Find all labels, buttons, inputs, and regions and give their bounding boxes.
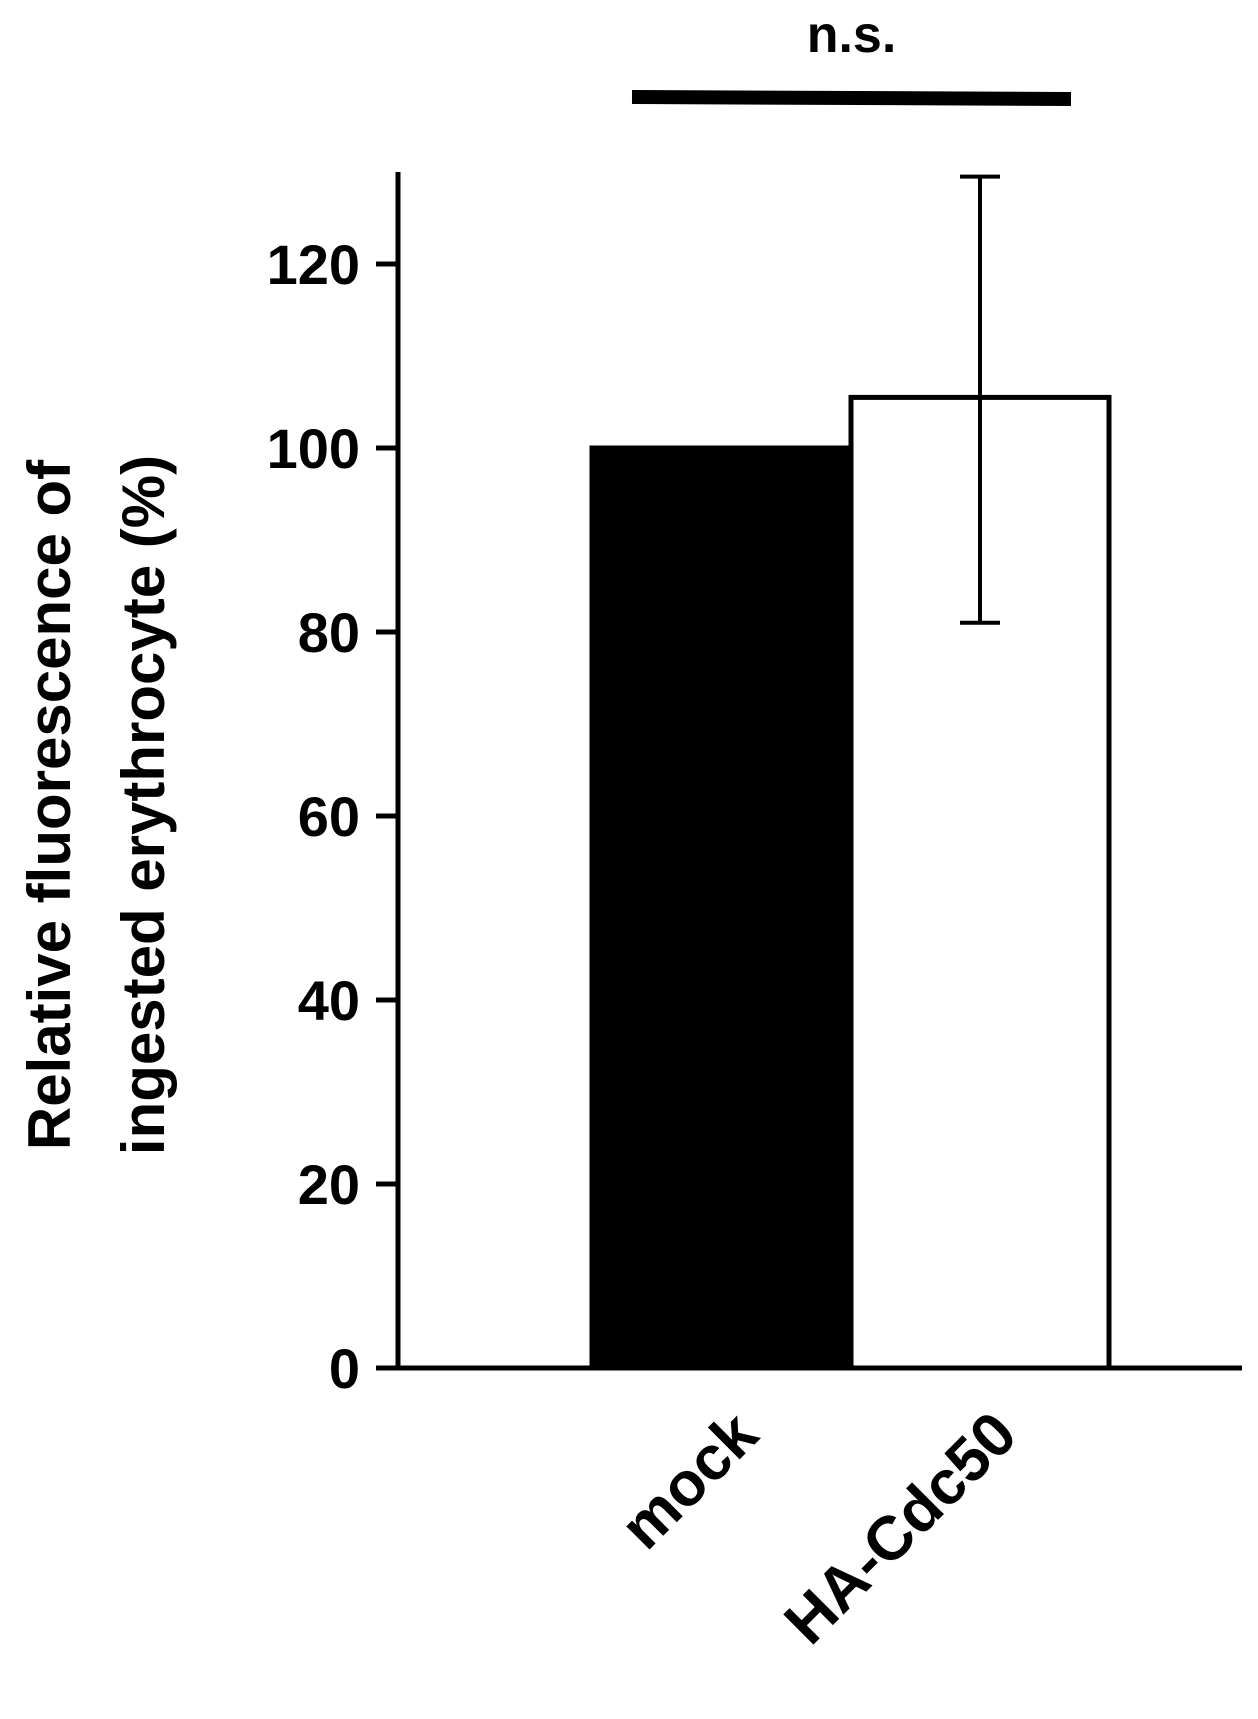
y-tick-label: 40 bbox=[298, 969, 360, 1032]
bar-mock bbox=[589, 445, 853, 1371]
y-axis-title: Relative fluorescence of ingested erythr… bbox=[16, 455, 177, 1155]
y-tick-label: 80 bbox=[298, 601, 360, 664]
y-tick-label: 100 bbox=[267, 417, 360, 480]
plot-area: 0 20 40 60 80 100 120 mock HA-Cdc50 n.s. bbox=[267, 6, 1242, 1657]
x-category-label: mock bbox=[608, 1399, 772, 1563]
significance-bar bbox=[631, 90, 1072, 106]
y-axis-title-line-1: Relative fluorescence of bbox=[16, 459, 83, 1150]
y-tick-label: 120 bbox=[267, 233, 360, 296]
x-category-label: HA-Cdc50 bbox=[772, 1399, 1030, 1657]
significance-label: n.s. bbox=[807, 6, 897, 64]
y-tick-label: 0 bbox=[329, 1337, 360, 1400]
y-axis-title-line-2: ingested erythrocyte (%) bbox=[110, 455, 177, 1155]
y-tick-label: 20 bbox=[298, 1153, 360, 1216]
y-tick-label: 60 bbox=[298, 785, 360, 848]
